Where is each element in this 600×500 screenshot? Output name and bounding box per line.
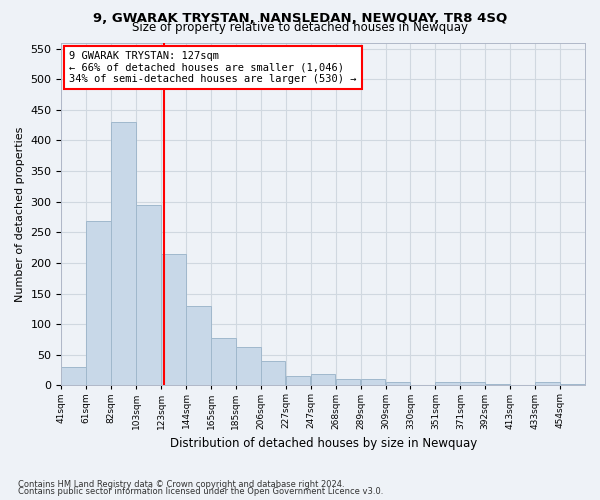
Bar (436, 382, 460, 386)
Bar (460, 382, 485, 386)
Bar (261, 361, 286, 386)
Bar (485, 384, 510, 386)
Bar (286, 376, 310, 386)
Bar (161, 254, 186, 386)
Text: Size of property relative to detached houses in Newquay: Size of property relative to detached ho… (132, 22, 468, 35)
Bar (386, 382, 410, 386)
Bar (311, 374, 335, 386)
X-axis label: Distribution of detached houses by size in Newquay: Distribution of detached houses by size … (170, 437, 477, 450)
Bar (361, 379, 385, 386)
Text: Contains public sector information licensed under the Open Government Licence v3: Contains public sector information licen… (18, 488, 383, 496)
Y-axis label: Number of detached properties: Number of detached properties (15, 126, 25, 302)
Bar (335, 379, 360, 386)
Bar (86, 222, 111, 386)
Text: 9, GWARAK TRYSTAN, NANSLEDAN, NEWQUAY, TR8 4SQ: 9, GWARAK TRYSTAN, NANSLEDAN, NEWQUAY, T… (93, 12, 507, 24)
Bar (61, 367, 86, 386)
Bar (111, 122, 136, 386)
Text: 9 GWARAK TRYSTAN: 127sqm
← 66% of detached houses are smaller (1,046)
34% of sem: 9 GWARAK TRYSTAN: 127sqm ← 66% of detach… (69, 51, 357, 84)
Bar (560, 384, 584, 386)
Bar (535, 382, 560, 386)
Bar (236, 348, 260, 386)
Bar (136, 204, 161, 386)
Text: Contains HM Land Registry data © Crown copyright and database right 2024.: Contains HM Land Registry data © Crown c… (18, 480, 344, 489)
Bar (211, 338, 236, 386)
Bar (186, 306, 211, 386)
